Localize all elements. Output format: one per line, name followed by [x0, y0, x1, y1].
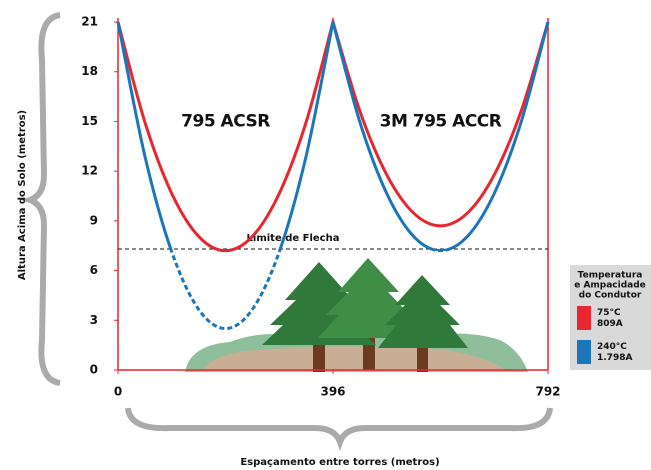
legend-title: Temperatura: [578, 271, 643, 281]
line: [116, 21, 550, 251]
y-axis-label: Altura Acima do Solo (metros): [17, 110, 28, 280]
x-tick-label: 0: [114, 385, 122, 399]
legend-label: 240°C 1.798A: [597, 342, 632, 363]
brace: [125, 407, 553, 451]
legend-swatch: [577, 306, 591, 330]
y-tick-label: 6: [90, 263, 98, 277]
legend-label: 75°C 809A: [597, 308, 623, 329]
x-tick-label: 792: [535, 385, 560, 399]
x-tick-label: 396: [320, 385, 345, 399]
legend-swatch: [577, 340, 591, 364]
y-tick-label: 21: [81, 15, 98, 29]
annotation: 795 ACSR: [181, 111, 270, 131]
x-axis-label: Espaçamento entre torres (metros): [240, 457, 439, 468]
y-tick-label: 15: [81, 114, 98, 128]
legend-title: e Ampacidade: [574, 281, 646, 291]
landscape: [185, 258, 528, 372]
brace: [21, 12, 61, 386]
y-tick-label: 3: [90, 313, 98, 327]
y-tick-label: 0: [90, 363, 98, 377]
limit-label: Limite de Flecha: [247, 233, 340, 244]
y-tick-label: 18: [81, 64, 98, 78]
y-tick-label: 9: [90, 213, 98, 227]
annotation: 3M 795 ACCR: [380, 111, 502, 131]
legend-title: do Condutor: [579, 291, 642, 301]
y-tick-label: 12: [81, 164, 98, 178]
